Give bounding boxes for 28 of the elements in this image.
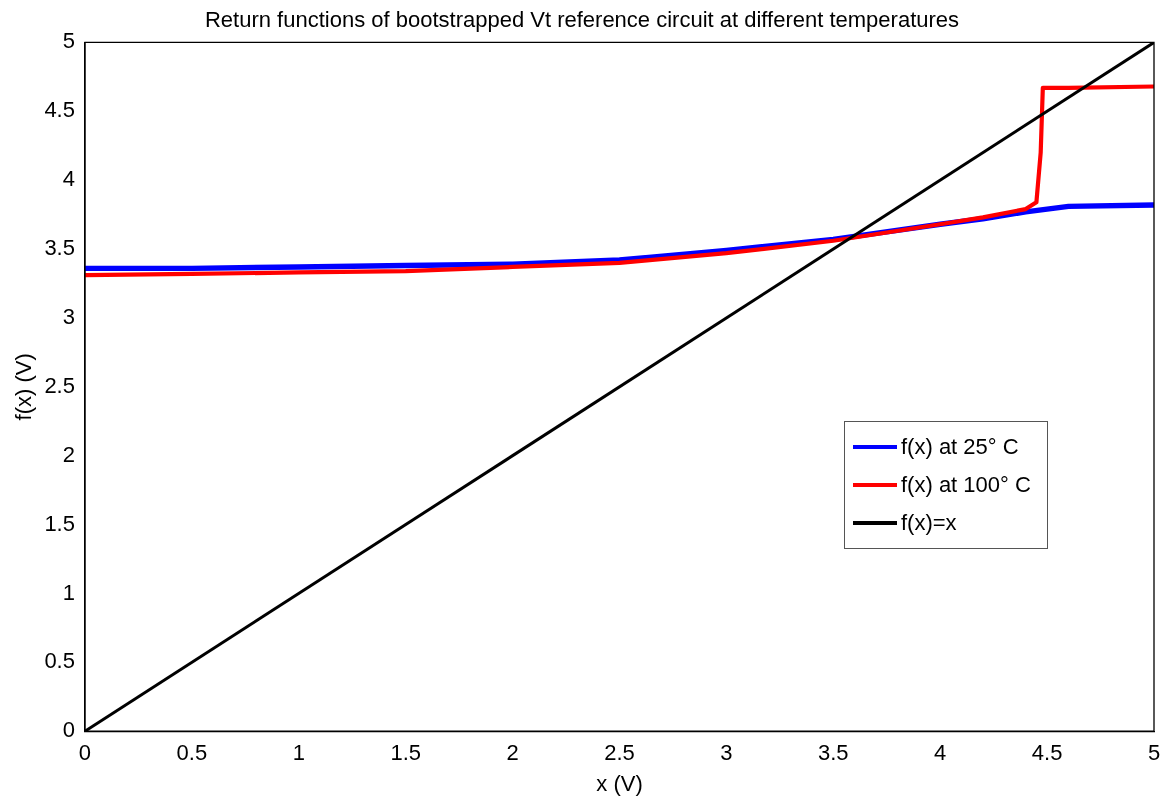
y-axis-title: f(x) (V) [11,353,37,421]
y-tick-label: 1 [62,579,75,605]
x-tick-label: 2 [506,740,519,766]
y-tick-label: 4.5 [44,97,75,123]
y-tick-label: 0 [62,717,75,743]
x-tick-label: 5 [1147,740,1161,766]
x-axis-title: x (V) [596,770,643,796]
chart-title: Return functions of bootstrapped Vt reference circuit at different temperatures [204,7,960,33]
y-tick-label: 1.5 [44,510,75,536]
y-tick-label: 3 [62,303,75,329]
x-tick-label: 4.5 [1031,740,1063,766]
x-tick-label: 1 [292,740,305,766]
legend-label: f(x) at 100° C [901,472,1031,499]
y-tick-label: 2 [62,441,75,467]
y-tick-label: 5 [62,28,75,54]
y-tick-label: 2.5 [44,372,75,398]
y-tick-label: 4 [62,166,75,192]
x-tick-label: 3 [720,740,733,766]
x-tick-label: 2.5 [604,740,635,766]
legend-label: f(x) at 25° C [901,434,1019,461]
x-tick-label: 1.5 [390,740,421,766]
x-tick-label: 4 [934,740,947,766]
y-tick-label: 0.5 [44,648,75,674]
x-tick-label: 0 [78,740,92,766]
y-tick-label: 3.5 [44,235,75,261]
x-tick-label: 3.5 [818,740,849,766]
x-tick-label: 0.5 [176,740,208,766]
legend-label: f(x)=x [901,510,957,537]
